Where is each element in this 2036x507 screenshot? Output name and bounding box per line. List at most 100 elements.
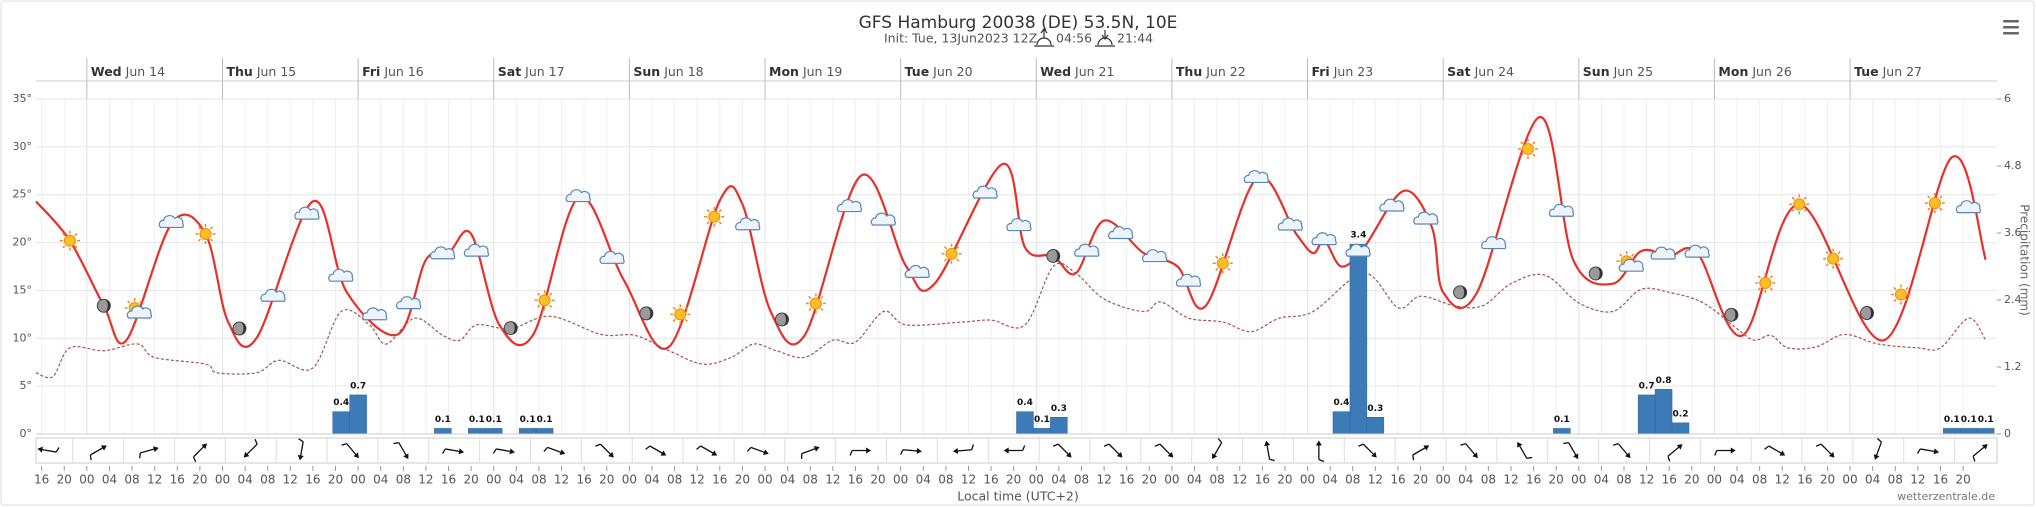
wind-head — [153, 446, 159, 453]
credit: wetterzentrale.de — [1897, 490, 1995, 503]
day-date: Jun 16 — [383, 64, 423, 79]
wind-head — [1828, 451, 1835, 458]
weather-symbol — [1548, 203, 1575, 217]
sun-disc — [538, 294, 551, 307]
cloud-shape — [126, 305, 152, 319]
wind-head — [100, 445, 107, 451]
precip-bar — [1050, 417, 1068, 435]
sun-disc — [1793, 198, 1806, 211]
day-name: Fri — [1312, 64, 1330, 79]
day-label: Mon Jun 19 — [769, 64, 842, 79]
sun-ray — [127, 300, 131, 304]
precip-label: 0.1 — [520, 415, 536, 425]
wind-head — [297, 454, 304, 461]
precip-bar — [1033, 428, 1051, 435]
wind-barb — [1764, 445, 1770, 450]
y2-tick-label: 6 — [2004, 92, 2011, 105]
moon-shadow — [1595, 266, 1603, 280]
wind-arrow — [800, 445, 820, 459]
sun-ray — [1227, 255, 1231, 259]
weather-symbol — [232, 321, 247, 336]
cloud-shape — [1311, 232, 1337, 246]
wind-head — [458, 448, 465, 455]
x-tick-label: 16 — [848, 473, 863, 487]
menu-button[interactable] — [2003, 20, 2019, 35]
cloud-shape — [1413, 211, 1439, 225]
precip-bar — [1016, 411, 1034, 435]
sun-ray — [1227, 267, 1231, 271]
weather-symbol — [904, 264, 930, 278]
menu-line[interactable] — [2003, 26, 2019, 29]
weather-symbol — [1277, 217, 1303, 231]
sun-ray — [1215, 267, 1219, 271]
x-tick-label: 00 — [1029, 473, 1044, 487]
wind-barb — [1612, 442, 1619, 446]
day-date: Jun 22 — [1205, 64, 1245, 79]
sun-disc — [1928, 197, 1941, 210]
precip-label: 0.8 — [1656, 376, 1672, 386]
weather-symbol — [328, 268, 354, 282]
x-tick-label: 16 — [712, 473, 727, 487]
sun-ray — [684, 318, 688, 322]
weather-symbol — [294, 206, 320, 220]
wind-head — [1212, 453, 1218, 460]
wind-arrow — [746, 446, 769, 456]
x-tick-label: 04 — [644, 473, 659, 487]
sun-ray — [209, 238, 214, 242]
day-date: Jun 21 — [1074, 64, 1114, 79]
weather-symbol — [1650, 246, 1676, 260]
day-name: Wed — [91, 64, 122, 79]
sunset-time: 21:44 — [1117, 31, 1153, 46]
cloud-shape — [1345, 243, 1371, 257]
wind-barb — [492, 448, 497, 454]
sun-ray — [549, 304, 553, 308]
precip-bar — [1943, 428, 1961, 435]
y2-tick-label: 4.8 — [2004, 159, 2022, 172]
weather-symbol — [503, 321, 518, 336]
x-tick-label: 12 — [1232, 473, 1247, 487]
x-tick-label: 16 — [983, 473, 998, 487]
x-tick-label: 12 — [1910, 473, 1925, 487]
precip-label: 0.1 — [435, 415, 451, 425]
wind-arrow — [1264, 440, 1275, 462]
wind-arrow — [1972, 444, 1988, 462]
sun-ray — [1769, 275, 1773, 279]
weather-symbol — [670, 304, 691, 325]
wind-arrow — [1916, 448, 1940, 455]
x-tick-label: 00 — [1300, 473, 1315, 487]
x-tick-label: 04 — [1865, 473, 1880, 487]
precip-bar — [1349, 243, 1368, 435]
sun-ray — [1905, 298, 1909, 303]
wind-arrow — [1667, 444, 1683, 462]
sun-ray — [62, 233, 66, 237]
wind-head — [1116, 451, 1123, 458]
wind-arrow — [696, 445, 718, 456]
precip-label: 0.7 — [350, 381, 366, 391]
cloud-shape — [836, 199, 863, 213]
wind-head — [37, 446, 43, 453]
precip-label: 0.1 — [469, 415, 485, 425]
menu-line[interactable] — [2003, 20, 2019, 23]
sun-ray — [1769, 287, 1773, 291]
day-date: Jun 24 — [1474, 64, 1514, 79]
x-tick-label: 04 — [373, 473, 388, 487]
sun-ray — [706, 221, 710, 225]
wind-head — [1423, 445, 1430, 451]
sun-ray — [209, 226, 214, 230]
day-label: Tue Jun 27 — [1854, 64, 1922, 79]
cloud-shape — [1650, 246, 1676, 260]
y2-tick-label: 2.4 — [2004, 293, 2022, 306]
sun-disc — [1521, 143, 1534, 156]
wind-head — [1981, 444, 1988, 450]
weather-symbol — [1924, 193, 1945, 214]
x-tick-label: 08 — [531, 473, 546, 487]
x-axis-title: Local time (UTC+2) — [957, 489, 1079, 504]
precip-label: 0.2 — [1673, 409, 1689, 419]
x-tick-label: 20 — [870, 473, 885, 487]
wind-head — [952, 447, 959, 454]
menu-line[interactable] — [2003, 32, 2019, 35]
sun-ray — [1619, 253, 1623, 257]
x-tick-label: 04 — [1458, 473, 1473, 487]
sun-ray — [1893, 286, 1897, 291]
wind-head — [813, 445, 820, 452]
